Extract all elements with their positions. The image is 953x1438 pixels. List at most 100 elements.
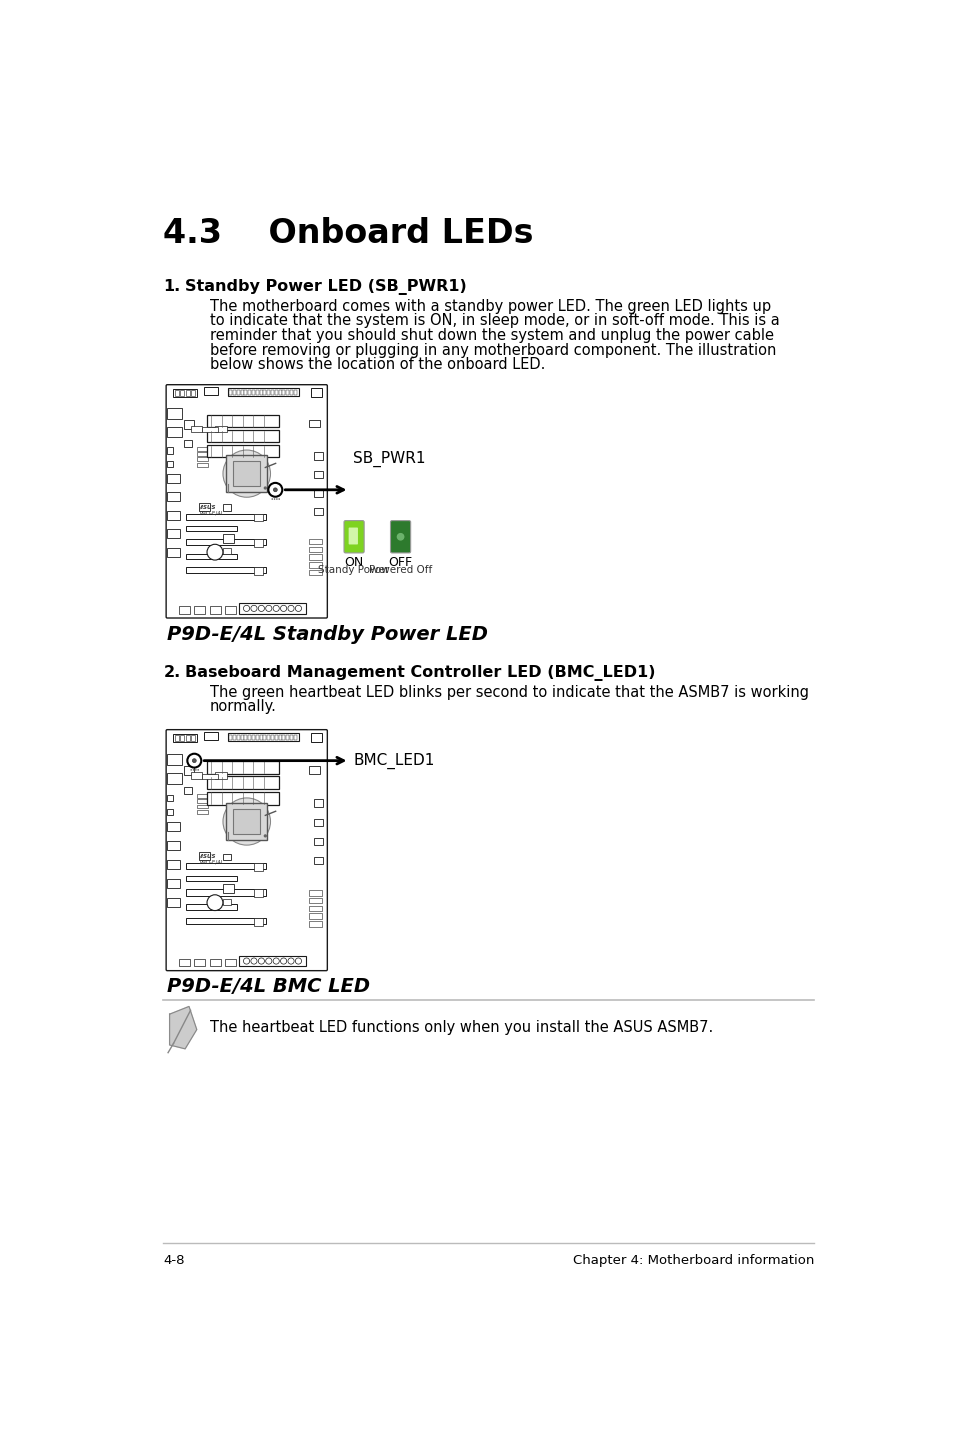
Bar xyxy=(186,876,237,881)
Bar xyxy=(199,503,210,510)
Bar xyxy=(294,390,296,395)
Bar xyxy=(204,387,218,395)
Bar xyxy=(223,854,231,860)
Bar xyxy=(186,917,266,925)
Text: P9D-E/4L BMC LED: P9D-E/4L BMC LED xyxy=(167,978,370,997)
Bar xyxy=(294,735,296,741)
Text: Powered Off: Powered Off xyxy=(369,565,432,575)
Circle shape xyxy=(273,958,279,963)
Bar xyxy=(223,899,231,905)
Bar xyxy=(309,890,321,896)
Bar xyxy=(286,390,289,395)
Text: ON: ON xyxy=(344,557,363,569)
Bar xyxy=(314,818,323,827)
Circle shape xyxy=(280,958,287,963)
Bar xyxy=(314,470,323,479)
FancyBboxPatch shape xyxy=(166,729,327,971)
Bar xyxy=(309,420,319,427)
Bar xyxy=(259,390,262,395)
Circle shape xyxy=(207,544,223,559)
Bar xyxy=(253,567,263,575)
Bar xyxy=(202,427,217,431)
Circle shape xyxy=(258,605,264,611)
Circle shape xyxy=(272,499,273,500)
Text: SB_PWR1: SB_PWR1 xyxy=(353,452,425,467)
Bar xyxy=(263,735,266,741)
Bar xyxy=(309,899,321,903)
FancyBboxPatch shape xyxy=(166,385,327,618)
Bar xyxy=(271,390,274,395)
Bar xyxy=(314,452,323,460)
Bar xyxy=(196,810,208,814)
Bar xyxy=(207,430,278,443)
Bar xyxy=(167,473,180,483)
Bar xyxy=(192,391,195,395)
Bar xyxy=(186,735,190,741)
Circle shape xyxy=(273,605,279,611)
Circle shape xyxy=(295,605,301,611)
Circle shape xyxy=(280,605,287,611)
Circle shape xyxy=(243,605,250,611)
FancyBboxPatch shape xyxy=(390,521,410,554)
Bar xyxy=(196,800,208,802)
Bar xyxy=(184,787,192,794)
Bar xyxy=(314,838,323,846)
Circle shape xyxy=(265,605,272,611)
Bar xyxy=(167,879,180,889)
Bar xyxy=(167,529,180,538)
Bar xyxy=(186,513,266,519)
Bar xyxy=(167,447,172,453)
Bar xyxy=(314,489,323,496)
Bar xyxy=(229,735,232,741)
Circle shape xyxy=(187,754,201,768)
Bar xyxy=(233,390,235,395)
Text: The heartbeat LED functions only when you install the ASUS ASMB7.: The heartbeat LED functions only when yo… xyxy=(210,1020,713,1034)
Text: /ISUS: /ISUS xyxy=(199,505,215,509)
Bar xyxy=(244,735,247,741)
Bar xyxy=(196,463,208,467)
Text: normally.: normally. xyxy=(210,699,276,715)
Bar xyxy=(184,440,192,447)
Bar xyxy=(186,567,266,572)
Bar xyxy=(223,533,233,544)
Bar xyxy=(309,906,321,912)
Polygon shape xyxy=(170,1007,196,1048)
Text: P9D-E/4L: P9D-E/4L xyxy=(199,510,224,515)
Circle shape xyxy=(243,958,250,963)
Bar xyxy=(207,792,278,805)
Bar xyxy=(196,452,208,456)
Bar xyxy=(192,735,195,741)
Bar xyxy=(180,391,184,395)
Circle shape xyxy=(396,533,404,541)
Bar xyxy=(311,388,321,397)
Bar xyxy=(174,735,179,741)
Bar xyxy=(186,539,266,545)
Bar xyxy=(191,426,202,431)
Circle shape xyxy=(193,759,196,762)
Bar xyxy=(180,735,184,741)
Bar xyxy=(167,774,182,784)
Bar xyxy=(263,390,266,395)
Text: OFF: OFF xyxy=(388,557,413,569)
Bar xyxy=(167,427,182,437)
Bar xyxy=(309,562,321,568)
Bar xyxy=(179,605,190,614)
Bar xyxy=(173,733,196,742)
Circle shape xyxy=(274,499,275,500)
Bar xyxy=(267,735,270,741)
Bar xyxy=(309,555,321,559)
Bar xyxy=(309,913,321,919)
Circle shape xyxy=(207,894,223,910)
Circle shape xyxy=(263,834,267,837)
Text: Standby Power LED (SB_PWR1): Standby Power LED (SB_PWR1) xyxy=(185,279,466,295)
Bar xyxy=(309,922,321,926)
Bar xyxy=(173,388,196,397)
Circle shape xyxy=(191,769,192,771)
Bar xyxy=(253,889,263,897)
Bar xyxy=(167,492,180,502)
Bar xyxy=(214,426,227,431)
Bar xyxy=(194,959,205,966)
Bar xyxy=(253,917,263,926)
Text: Baseboard Management Controller LED (BMC_LED1): Baseboard Management Controller LED (BMC… xyxy=(185,664,655,680)
Bar xyxy=(286,735,289,741)
